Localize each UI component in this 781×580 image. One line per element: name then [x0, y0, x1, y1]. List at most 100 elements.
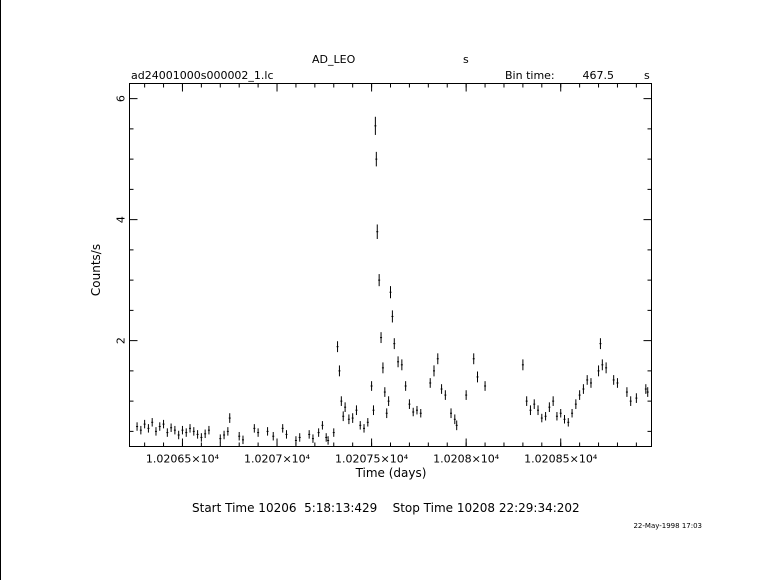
data-point: [204, 429, 207, 439]
data-point: [219, 434, 222, 443]
data-point: [453, 414, 456, 425]
data-point: [597, 365, 600, 377]
data-point: [228, 413, 231, 423]
data-point: [340, 396, 343, 406]
plot-frame: [129, 83, 652, 447]
data-point: [374, 116, 377, 135]
data-point: [151, 418, 154, 427]
data-point: [366, 418, 369, 427]
data-point: [370, 381, 373, 391]
data-point: [154, 427, 157, 436]
data-point: [436, 353, 439, 365]
data-point: [298, 433, 301, 442]
data-point: [397, 356, 400, 368]
object-unit: s: [463, 53, 469, 66]
data-point: [563, 415, 566, 424]
y-axis-title: Counts/s: [89, 244, 103, 296]
data-point: [559, 408, 562, 418]
x-tick-label: 1.02065×10⁴: [146, 453, 220, 466]
data-point: [586, 375, 589, 385]
data-point: [162, 419, 165, 429]
data-point: [383, 387, 386, 397]
data-point: [616, 378, 619, 388]
data-point: [266, 427, 269, 436]
data-point: [241, 435, 244, 445]
data-point: [605, 362, 608, 374]
data-point: [257, 428, 260, 437]
data-point: [363, 424, 366, 433]
data-point: [325, 433, 328, 442]
data-point: [136, 422, 139, 431]
data-point: [548, 402, 551, 413]
x-tick-label: 1.0208×10⁴: [433, 453, 500, 466]
y-tick-label: 6: [115, 95, 128, 102]
data-point: [625, 387, 628, 397]
data-point: [533, 399, 536, 409]
data-point: [308, 430, 311, 439]
data-point: [158, 422, 161, 431]
data-point: [540, 413, 543, 423]
data-point: [404, 381, 407, 391]
data-point: [311, 434, 314, 443]
data-point: [351, 413, 354, 423]
y-tick-label: 2: [115, 337, 128, 344]
data-point: [529, 405, 532, 416]
data-point: [294, 436, 297, 445]
data-point: [476, 371, 479, 383]
data-point: [139, 425, 142, 435]
data-point: [207, 425, 210, 435]
bin-time-label: Bin time:: [505, 69, 555, 82]
data-point: [629, 396, 632, 406]
data-point: [389, 286, 392, 299]
data-point: [589, 378, 592, 388]
x-tick-label: 1.02085×10⁴: [524, 453, 598, 466]
data-point: [433, 365, 435, 377]
data-point: [599, 338, 602, 350]
data-point: [375, 151, 378, 167]
data-point: [285, 430, 288, 439]
data-point: [391, 310, 394, 323]
data-point: [537, 405, 540, 416]
data-point: [223, 430, 226, 440]
data-point: [342, 411, 345, 422]
data-point: [521, 359, 524, 371]
data-point: [192, 427, 195, 436]
data-point: [385, 408, 388, 419]
data-point: [332, 428, 335, 437]
data-point: [635, 393, 638, 403]
data-point: [601, 359, 604, 371]
data-point: [415, 405, 418, 415]
data-point: [525, 396, 528, 406]
data-point: [372, 405, 375, 416]
data-point: [185, 428, 188, 437]
x-tick-label: 1.02075×10⁴: [335, 453, 409, 466]
data-point: [200, 433, 203, 442]
data-point: [226, 427, 229, 436]
data-point: [344, 402, 347, 413]
data-point: [166, 428, 169, 437]
data-point: [472, 353, 475, 365]
data-point: [429, 378, 432, 388]
data-point: [327, 436, 330, 445]
data-point: [196, 430, 199, 439]
data-point: [359, 421, 362, 430]
data-point: [455, 420, 458, 431]
data-point: [181, 425, 184, 435]
data-point: [253, 424, 256, 433]
data-point: [281, 424, 284, 433]
data-point: [272, 431, 275, 441]
data-point: [378, 274, 381, 287]
data-point: [393, 338, 396, 350]
data-point: [544, 412, 547, 421]
data-point: [147, 424, 150, 433]
data-point: [355, 405, 358, 416]
file-name: ad24001000s000002_1.lc: [131, 69, 274, 82]
x-axis-title: Time (days): [355, 466, 427, 480]
data-point: [444, 390, 447, 400]
data-point: [376, 224, 379, 239]
data-point: [646, 387, 649, 397]
x-tick-label: 1.0207×10⁴: [244, 453, 311, 466]
data-point: [238, 431, 241, 441]
data-point: [347, 414, 350, 425]
